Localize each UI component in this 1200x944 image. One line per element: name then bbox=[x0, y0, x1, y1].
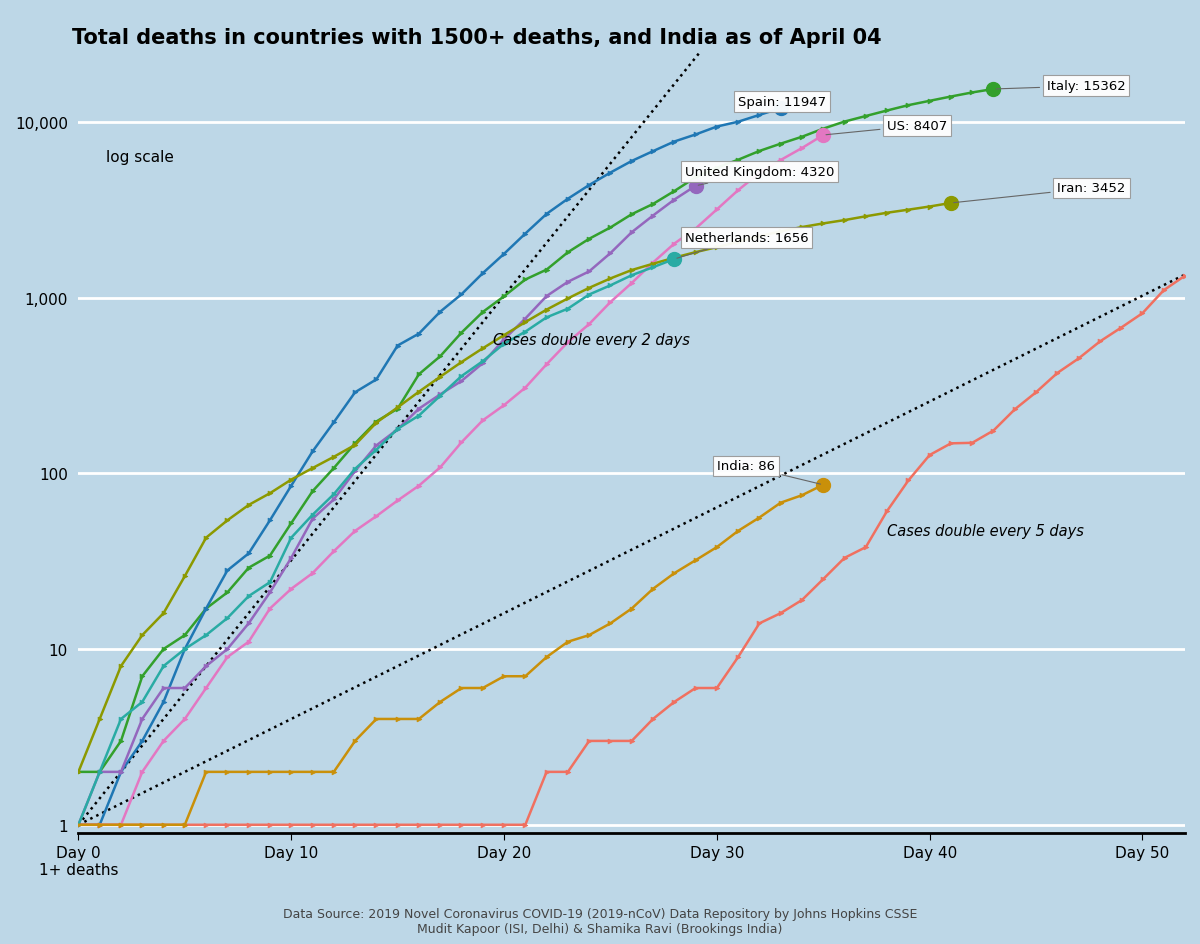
Text: log scale: log scale bbox=[106, 150, 174, 165]
Text: Cases double every 5 days: Cases double every 5 days bbox=[887, 524, 1084, 539]
Text: Netherlands: 1656: Netherlands: 1656 bbox=[677, 231, 809, 259]
Text: India: 86: India: 86 bbox=[716, 460, 821, 484]
Text: Total deaths in countries with 1500+ deaths, and India as of April 04: Total deaths in countries with 1500+ dea… bbox=[72, 28, 882, 48]
Text: Spain: 11947: Spain: 11947 bbox=[738, 96, 827, 110]
Text: Italy: 15362: Italy: 15362 bbox=[996, 80, 1126, 93]
Text: Data Source: 2019 Novel Coronavirus COVID-19 (2019-nCoV) Data Repository by John: Data Source: 2019 Novel Coronavirus COVI… bbox=[283, 906, 917, 935]
Text: US: 8407: US: 8407 bbox=[826, 120, 947, 136]
Text: Cases double every 2 days: Cases double every 2 days bbox=[493, 333, 690, 348]
Text: Iran: 3452: Iran: 3452 bbox=[954, 182, 1126, 203]
Text: United Kingdom: 4320: United Kingdom: 4320 bbox=[685, 166, 834, 186]
